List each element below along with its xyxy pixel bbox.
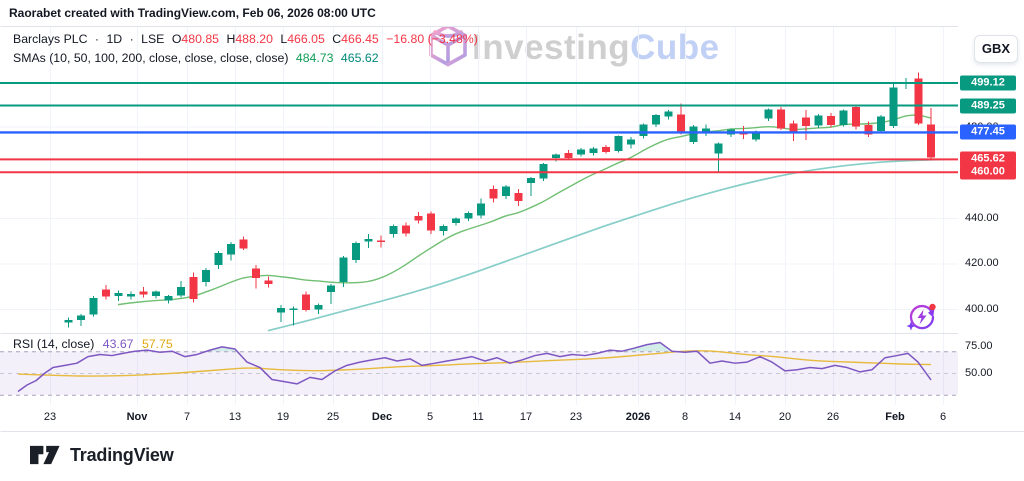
close-label: C [332,32,342,46]
price-badge: 465.62 [960,151,1016,167]
price-axis[interactable]: 480.00440.00420.00400.0075.0050.00499.12… [958,26,1024,431]
time-axis-label: 23 [569,411,583,423]
price-axis-label: 400.00 [965,303,999,315]
tradingview-brand[interactable]: TradingView [70,444,174,465]
rsi-band [0,351,958,395]
header-bar: Raorabet created with TradingView.com, F… [0,0,1024,26]
rsi-axis-label: 75.00 [965,339,993,352]
time-axis-label: 26 [826,411,840,423]
investingcube-watermark: Investing Cube [424,22,720,74]
currency-toggle-button[interactable]: GBX [974,35,1018,63]
sma-info-row: SMAs (10, 50, 100, 200, close, close, cl… [13,49,482,68]
high-value: 488.20 [235,32,273,46]
watermark-brand-cube: Cube [630,28,720,67]
sma-fast-value: 484.73 [295,50,334,65]
refresh-arrowhead [928,308,935,318]
high-label: H [226,32,236,46]
rsi-axis-label: 50.00 [965,367,993,379]
time-axis-label: 8 [681,411,689,423]
time-axis[interactable]: 23 Nov 7 13 19 25 Dec 5 11 17 23 2026 8 14 20 26 Feb 6 [0,405,958,431]
sma-slow-line [267,158,946,332]
notification-dot [929,303,936,311]
rsi-value: 43.67 [102,337,134,351]
gridlines [0,27,958,405]
time-axis-label: 25 [326,411,340,423]
price-badge: 489.25 [960,98,1016,113]
time-axis-label: Nov [126,411,148,423]
time-axis-label: 20 [778,411,792,423]
open-label: O [171,32,182,46]
price-axis-label: 440.00 [965,211,999,224]
candlesticks [64,72,935,328]
time-axis-label: 2026 [625,411,651,423]
sma-label: SMAs (10, 50, 100, 200, close, close, cl… [13,50,289,65]
symbol-title: Barclays PLC [13,32,88,46]
sma-fast-line [117,114,931,306]
sma-slow-value: 465.62 [340,50,379,65]
price-axis-label: 420.00 [965,257,999,270]
footer: TradingView [30,443,174,467]
symbol-legend: Barclays PLC · 1D · LSE O480.85 H488.20 … [13,30,482,67]
symbol-info-row: Barclays PLC · 1D · LSE O480.85 H488.20 … [13,30,482,49]
low-label: L [280,32,288,46]
time-axis-label: 23 [43,411,57,423]
time-axis-label: 13 [228,411,242,423]
symbol-exchange: LSE [141,32,165,46]
rsi-overbought-fill [206,346,237,352]
price-badge: 477.45 [960,124,1016,140]
tradingview-logo-icon[interactable] [30,443,61,467]
time-axis-label: 6 [939,411,947,423]
sparkle-icon [906,321,916,331]
header-attribution-text: Raorabet created with TradingView.com, F… [9,6,376,20]
time-axis-label: 19 [276,411,290,423]
chart-canvas[interactable] [0,0,1024,455]
watermark-brand-investing: Investing [472,28,631,67]
time-axis-label: 14 [728,411,742,423]
time-axis-label: Feb [885,411,905,423]
price-badge: 460.00 [960,164,1016,180]
rsi-line [17,341,932,393]
rsi-ma-line [17,350,932,377]
legend-separator: · [129,32,134,46]
rsi-legend: RSI (14, close) 43.67 57.75 [13,337,178,351]
lightning-bolt-icon [917,309,927,325]
rsi-label: RSI (14, close) [13,337,95,351]
rsi-overbought-fill [605,342,672,352]
time-axis-label: 7 [183,411,191,423]
technicals-refresh-icon[interactable] [906,301,938,333]
close-value: 466.45 [341,32,379,46]
rsi-ma-value: 57.75 [141,337,173,351]
symbol-interval: 1D [106,32,123,46]
change-value: −16.80 (−3.48%) [386,32,478,46]
low-value: 466.05 [287,32,325,46]
open-value: 480.85 [181,32,220,46]
legend-separator: · [94,32,100,46]
time-axis-label: 5 [426,411,434,423]
price-badge: 499.12 [960,75,1016,91]
time-axis-label: Dec [371,411,393,423]
time-axis-label: 17 [519,411,533,423]
time-axis-label: 11 [472,411,484,423]
